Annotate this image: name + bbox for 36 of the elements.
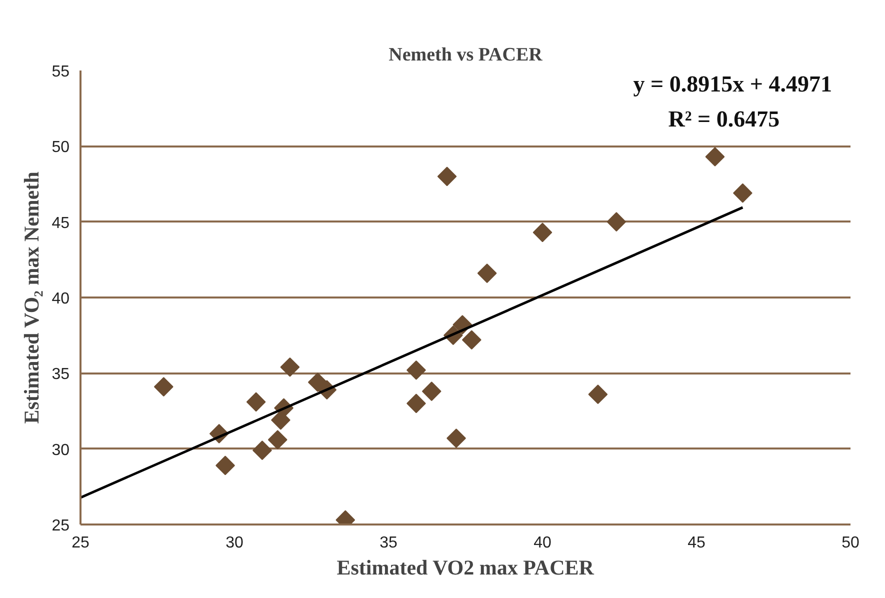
x-tick-label: 50 xyxy=(842,534,860,552)
point xyxy=(462,330,482,350)
y-tick-label: 50 xyxy=(52,139,70,156)
y-tick-label: 55 xyxy=(52,64,70,80)
y-tick-label: 25 xyxy=(52,518,70,534)
x-axis-title: Estimated VO2 max PACER xyxy=(336,556,595,580)
point xyxy=(406,360,426,380)
y-axis-title: Estimated VO₂ max Nemeth xyxy=(20,171,44,424)
x-tick-label: 25 xyxy=(72,534,90,552)
point xyxy=(446,428,466,448)
annotation: y = 0.8915x + 4.4971 xyxy=(633,72,832,97)
annotation: R² = 0.6475 xyxy=(668,106,780,132)
point xyxy=(477,264,497,283)
point xyxy=(252,440,272,460)
y-tick-label: 45 xyxy=(52,214,70,232)
point xyxy=(733,183,752,203)
point xyxy=(280,357,300,377)
x-tick-label: 45 xyxy=(688,534,706,552)
point xyxy=(154,377,174,396)
point xyxy=(422,382,442,402)
y-tick-label: 30 xyxy=(52,442,70,459)
point xyxy=(588,384,608,404)
point xyxy=(437,166,457,186)
point xyxy=(406,394,426,414)
point xyxy=(216,456,235,476)
point xyxy=(606,212,626,232)
chart-title: Nemeth vs PACER xyxy=(388,44,543,66)
point xyxy=(246,392,266,412)
y-tick-label: 40 xyxy=(52,290,70,308)
x-tick-label: 35 xyxy=(380,534,398,552)
point xyxy=(268,430,288,450)
x-tick-label: 30 xyxy=(226,534,244,552)
point xyxy=(532,222,552,242)
y-tick-label: 35 xyxy=(52,366,70,384)
x-tick-label: 40 xyxy=(534,534,552,552)
point xyxy=(705,147,725,166)
